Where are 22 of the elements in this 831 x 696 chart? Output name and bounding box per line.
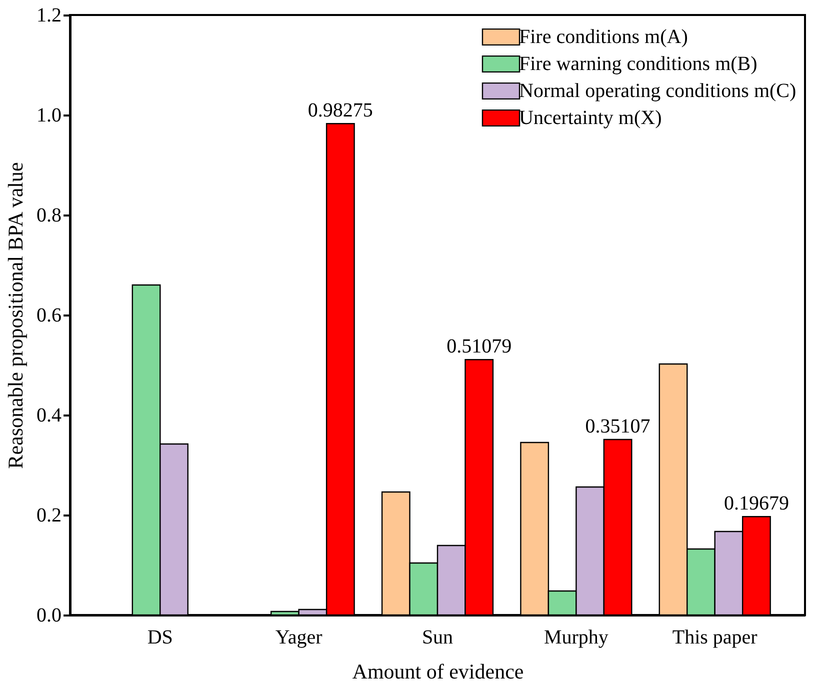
x-tick-label: Murphy — [544, 626, 608, 648]
y-tick-label: 0.0 — [36, 604, 62, 626]
x-tick-label: Yager — [275, 626, 323, 648]
data-label: 0.35107 — [585, 415, 650, 438]
x-tick-label: DS — [147, 626, 173, 648]
y-tick-label: 1.2 — [36, 4, 62, 26]
y-tick-label: 0.8 — [36, 204, 62, 226]
legend-label: Normal operating conditions m(C) — [519, 80, 796, 102]
x-axis-title: Amount of evidence — [352, 660, 524, 684]
x-tick-label: This paper — [672, 626, 758, 648]
data-label: 0.51079 — [446, 336, 512, 358]
y-tick-label: 0.6 — [36, 304, 62, 326]
data-label: 0.19679 — [724, 492, 789, 515]
data-label: 0.98275 — [308, 100, 373, 122]
y-axis-title: Reasonable propositional BPA value — [4, 162, 28, 469]
y-tick-label: 0.4 — [36, 404, 62, 426]
y-tick-label: 1.0 — [36, 104, 62, 126]
legend-label: Fire conditions m(A) — [519, 26, 688, 48]
x-tick-label: Sun — [422, 626, 454, 648]
legend-label: Fire warning conditions m(B) — [519, 53, 758, 75]
legend-label: Uncertainty m(X) — [519, 107, 662, 129]
y-tick-label: 0.2 — [36, 504, 62, 526]
